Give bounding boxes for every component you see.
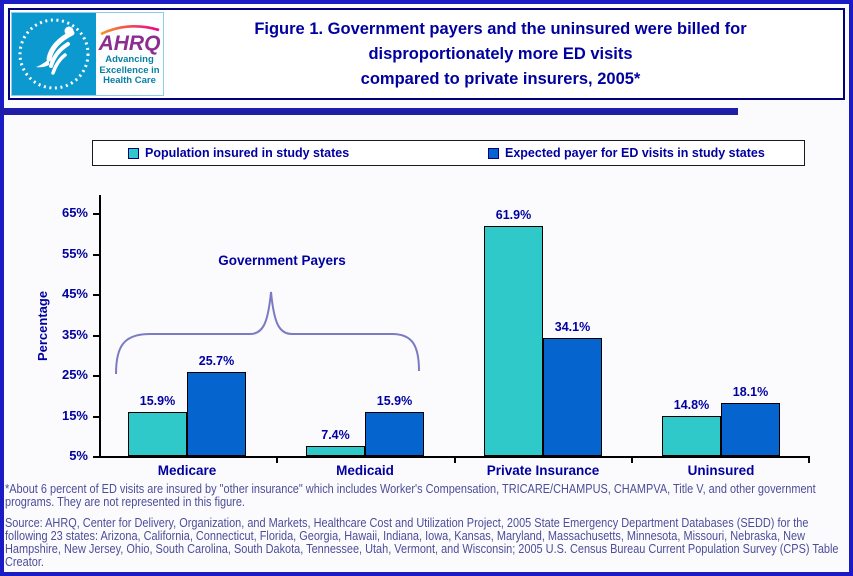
y-axis-tick (93, 213, 99, 215)
bar-medicare-population (128, 411, 187, 456)
bar-value-label-private-insurance: 34.1% (554, 320, 591, 335)
ahrq-hhs-logo: AHRQ Advancing Excellence in Health Care (11, 12, 164, 96)
legend-label-ed-visits: Expected payer for ED visits in study st… (505, 146, 765, 160)
y-axis-line (99, 195, 101, 458)
y-axis-tick (93, 375, 99, 377)
bar-uninsured-population (662, 416, 721, 456)
header-divider-bar (0, 108, 738, 115)
x-axis-tick (808, 456, 810, 463)
legend-label-population: Population insured in study states (145, 146, 350, 160)
y-tick-label: 25% (61, 367, 88, 382)
tagline-line-3: Health Care (103, 75, 156, 87)
chart-legend: Population insured in study states Expec… (92, 140, 805, 166)
hhs-eagle-icon (18, 18, 90, 90)
y-axis-tick (93, 456, 99, 458)
bar-value-label-private-insurance: 61.9% (495, 207, 532, 222)
legend-item-ed-visits: Expected payer for ED visits in study st… (488, 141, 765, 165)
ahrq-wordmark: AHRQ Advancing Excellence in Health Care (96, 13, 163, 95)
footnote-text: *About 6 percent of ED visits are insure… (5, 482, 816, 509)
bar-private-insurance-population (484, 225, 543, 456)
bar-private-insurance-ed-visits (543, 338, 602, 456)
x-category-label-uninsured: Uninsured (687, 463, 755, 478)
y-tick-label: 35% (61, 326, 88, 342)
bar-uninsured-ed-visits (721, 402, 780, 456)
figure-title-line-2: disproportionately more ED visits (368, 44, 633, 63)
y-axis-tick (93, 253, 99, 256)
hhs-seal-icon (12, 13, 96, 95)
bar-value-label-uninsured: 18.1% (732, 384, 769, 399)
x-category-label-private-insurance: Private Insurance (486, 463, 600, 478)
y-tick-label: 55% (61, 245, 88, 261)
figure-title-line-3: compared to private insurers, 2005* (360, 69, 641, 88)
legend-swatch-blue (488, 147, 499, 159)
tagline-line-2: Excellence in (99, 64, 160, 76)
legend-item-population: Population insured in study states (128, 141, 349, 165)
y-tick-label: 15% (61, 407, 88, 423)
ahrq-tagline: Advancing Excellence in Health Care (99, 55, 159, 87)
bar-value-label-medicare: 15.9% (139, 393, 176, 408)
x-axis-tick (630, 456, 633, 463)
bar-value-label-medicaid: 7.4% (321, 428, 350, 443)
bar-value-label-medicare: 25.7% (198, 354, 235, 369)
tagline-line-1: Advancing (105, 54, 154, 66)
header-box: AHRQ Advancing Excellence in Health Care… (8, 8, 845, 100)
x-category-label-medicaid: Medicaid (336, 463, 394, 478)
x-axis-tick (276, 456, 279, 463)
figure-title: Figure 1. Government payers and the unin… (164, 17, 843, 92)
bar-value-label-medicaid: 15.9% (376, 393, 413, 408)
y-axis-tick (93, 415, 99, 418)
y-tick-label: 45% (61, 286, 88, 301)
ahrq-arc-icon (99, 25, 159, 36)
bar-medicaid-population (306, 446, 365, 456)
legend-swatch-teal (128, 147, 139, 159)
bar-value-label-uninsured: 14.8% (673, 398, 710, 413)
y-tick-label: 5% (69, 448, 88, 463)
y-axis-tick (93, 334, 99, 337)
x-axis-tick (453, 456, 456, 463)
bar-medicaid-ed-visits (365, 411, 424, 456)
y-axis-tick (93, 294, 99, 296)
bar-medicare-ed-visits (187, 372, 246, 456)
figure-title-line-1: Figure 1. Government payers and the unin… (254, 19, 747, 38)
x-category-label-medicare: Medicare (157, 463, 217, 478)
annotation-government-payers: Government Payers (218, 253, 346, 268)
ahrq-acronym: AHRQ (98, 32, 161, 56)
source-text: Source: AHRQ, Center for Delivery, Organ… (5, 516, 839, 569)
y-tick-label: 65% (61, 205, 88, 220)
